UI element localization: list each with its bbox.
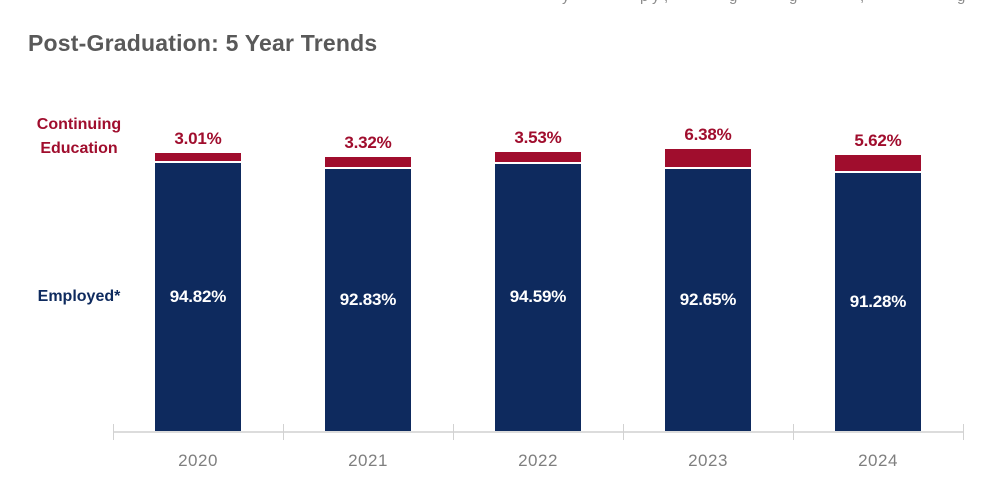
series-label-continuing-education-line2: Education — [40, 140, 118, 157]
series-label-continuing-education: Continuing Education — [8, 113, 150, 161]
x-axis-label-2023: 2023 — [688, 451, 728, 470]
series-label-employed: Employed* — [37, 288, 121, 305]
x-axis-tick — [113, 424, 114, 440]
x-axis-tick — [963, 424, 964, 440]
segment-continuing-education — [155, 152, 241, 162]
segment-continuing-education — [665, 149, 751, 168]
stacked-bar-2020: 3.01% 94.82% — [155, 129, 241, 431]
segment-employed: 92.83% — [325, 168, 411, 431]
value-label-employed: 94.59% — [509, 287, 567, 307]
value-label-continuing-education: 3.53% — [514, 127, 562, 147]
x-axis-label-2021: 2021 — [348, 451, 388, 470]
clipped-text-fragment: g — [789, 0, 797, 5]
value-label-employed: 94.82% — [169, 287, 227, 307]
segment-continuing-education — [835, 155, 921, 172]
value-label-continuing-education: 3.32% — [344, 133, 392, 153]
x-axis-label-2020: 2020 — [178, 451, 218, 470]
segment-continuing-education — [495, 151, 581, 162]
page-title: Post-Graduation: 5 Year Trends — [28, 30, 378, 56]
clipped-text-fragment: g — [729, 0, 737, 5]
stacked-bar-2022: 3.53% 94.59% — [495, 128, 581, 431]
clipped-text-fragment: , — [860, 0, 864, 5]
value-label-continuing-education: 3.01% — [174, 128, 222, 148]
segment-employed: 94.59% — [495, 163, 581, 431]
value-label-employed: 92.65% — [679, 290, 737, 310]
series-label-continuing-education-line1: Continuing — [36, 116, 122, 133]
value-label-employed: 91.28% — [849, 292, 907, 312]
segment-employed: 92.65% — [665, 169, 751, 431]
clipped-header-text: ypy,gg,g — [0, 0, 987, 7]
segment-continuing-education — [325, 157, 411, 167]
x-axis-label-2022: 2022 — [518, 451, 558, 470]
stacked-bar-2024: 5.62% 91.28% — [835, 131, 921, 431]
x-axis-tick — [793, 424, 794, 440]
stacked-bar-2021: 3.32% 92.83% — [325, 133, 411, 431]
segment-employed: 94.82% — [155, 163, 241, 431]
x-axis-tick — [283, 424, 284, 440]
clipped-text-fragment: y — [562, 0, 570, 5]
x-axis-tick — [453, 424, 454, 440]
clipped-text-fragment: , — [664, 0, 668, 5]
clipped-text-fragment: y — [652, 0, 660, 5]
value-label-continuing-education: 5.62% — [854, 131, 902, 151]
x-axis-tick — [623, 424, 624, 440]
clipped-text-fragment: g — [957, 0, 965, 5]
stacked-bar-2023: 6.38% 92.65% — [665, 125, 751, 431]
value-label-employed: 92.83% — [339, 289, 397, 309]
segment-employed: 91.28% — [835, 173, 921, 431]
x-axis-label-2024: 2024 — [858, 451, 898, 470]
value-label-continuing-education: 6.38% — [684, 125, 732, 145]
clipped-text-fragment: p — [640, 0, 648, 5]
x-axis-line — [113, 431, 963, 433]
